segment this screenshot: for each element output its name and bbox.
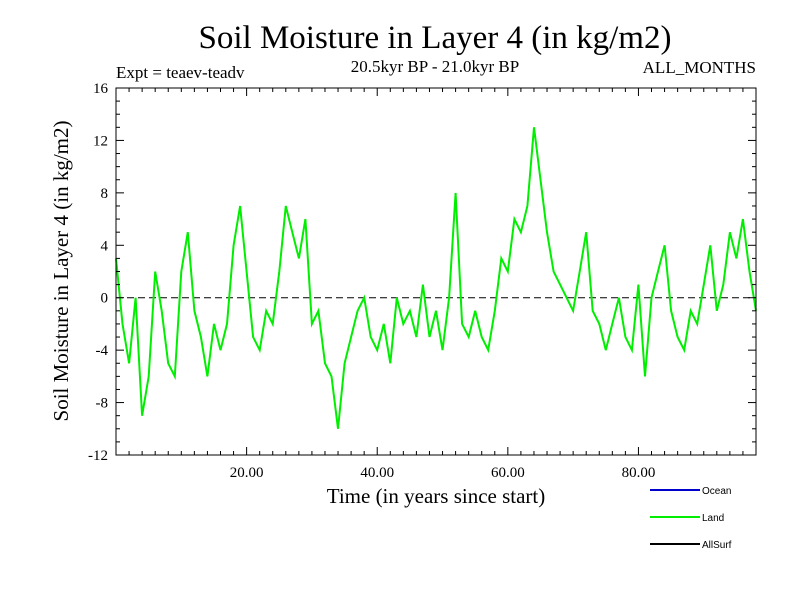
y-tick-label: 16 [93,81,109,97]
x-tick-label: 80.00 [622,465,656,481]
y-tick-label: -12 [88,448,108,464]
y-tick-label: 12 [93,133,108,149]
y-tick-label: 0 [101,291,109,307]
legend-label-ocean: Ocean [702,486,731,497]
experiment-label: Expt = teaev-teadv [116,63,245,82]
y-tick-label: 8 [101,186,109,202]
x-tick-label: 40.00 [360,465,394,481]
legend-label-allsurf: AllSurf [702,540,732,551]
chart-title: Soil Moisture in Layer 4 (in kg/m2) [199,20,672,56]
x-tick-label: 20.00 [230,465,264,481]
series-line-land [115,127,757,429]
y-tick-label: 4 [101,238,109,254]
y-axis-label: Soil Moisture in Layer 4 (in kg/m2) [49,121,73,422]
legend: Ocean Land AllSurf [650,486,732,551]
x-axis-label: Time (in years since start) [327,484,546,508]
months-label: ALL_MONTHS [643,58,756,77]
y-tick-label: -8 [96,396,109,412]
x-tick-label: 60.00 [491,465,525,481]
plot-frame [115,87,757,456]
chart-subtitle: 20.5kyr BP - 21.0kyr BP [351,57,519,76]
y-tick-label: -4 [96,343,109,359]
legend-label-land: Land [702,513,724,524]
